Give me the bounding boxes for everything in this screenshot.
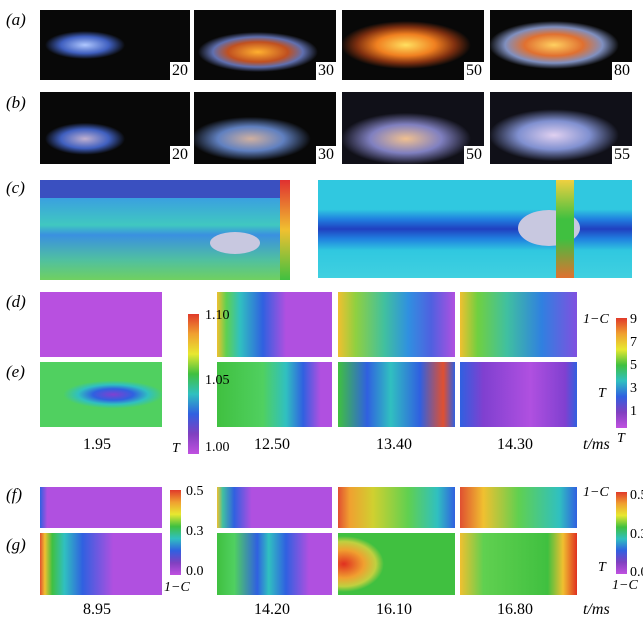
contour-map xyxy=(460,292,577,357)
time-label: 16.10 xyxy=(376,601,412,619)
contour-map xyxy=(338,292,455,357)
contour-map xyxy=(460,362,577,427)
panel-label: (e) xyxy=(6,362,25,382)
time-label: 12.50 xyxy=(254,436,290,454)
panel-label: (a) xyxy=(6,10,26,30)
colorbar-tick: 3 xyxy=(630,381,637,397)
colorbar-tick: 0.3 xyxy=(186,524,204,540)
colorbar-tick: 7 xyxy=(630,335,637,351)
photo: 30 xyxy=(194,10,336,80)
photo: 50 xyxy=(342,10,484,80)
contour-map xyxy=(40,362,162,427)
colorbar-tick: 1 xyxy=(630,404,637,420)
colorbar-tick: 9 xyxy=(630,312,637,328)
photo: 20 xyxy=(40,10,190,80)
contour-map xyxy=(338,487,455,528)
colorbar-tick: 0.0 xyxy=(186,564,204,580)
colorbar xyxy=(616,318,627,428)
time-unit: t/ms xyxy=(583,601,610,619)
photo: 30 xyxy=(194,92,336,164)
colorbar-label: 1−C xyxy=(612,578,638,594)
panel-label: (c) xyxy=(6,178,25,198)
frame-number: 80 xyxy=(612,62,632,80)
contour-map xyxy=(460,487,577,528)
simulation-image xyxy=(318,180,632,278)
frame-number: 30 xyxy=(316,62,336,80)
contour-map xyxy=(217,362,332,427)
frame-number: 30 xyxy=(316,146,336,164)
contour-map xyxy=(217,487,332,528)
panel-label: (d) xyxy=(6,292,26,312)
panel-label: (f) xyxy=(6,485,22,505)
shock-region xyxy=(556,180,574,278)
photo: 50 xyxy=(342,92,484,164)
colorbar-tick: 0.5 xyxy=(630,488,643,504)
time-label: 1.95 xyxy=(83,436,111,454)
contour-map xyxy=(217,533,332,595)
colorbar-title: T xyxy=(172,441,180,457)
time-label: 13.40 xyxy=(376,436,412,454)
panel-label: (b) xyxy=(6,93,26,113)
colorbar-label: T xyxy=(598,560,606,576)
contour-map xyxy=(40,487,162,528)
colorbar-title: 1−C xyxy=(164,580,190,596)
colorbar-tick: 5 xyxy=(630,358,637,374)
contour-map xyxy=(217,292,332,357)
contour-map xyxy=(40,533,162,595)
colorbar xyxy=(616,492,627,574)
photo: 80 xyxy=(490,10,632,80)
frame-number: 55 xyxy=(612,146,632,164)
colorbar-tick: 1.10 xyxy=(205,308,230,324)
colorbar-tick: 1.00 xyxy=(205,440,230,456)
shock-region xyxy=(280,180,290,280)
time-label: 8.95 xyxy=(83,601,111,619)
colorbar-label: T xyxy=(617,431,625,447)
colorbar-label: T xyxy=(598,386,606,402)
panel-label: (g) xyxy=(6,535,26,555)
time-unit: t/ms xyxy=(583,436,610,454)
contour-map xyxy=(460,533,577,595)
figure: (a) (b) (c) (d) (e) (f) (g) 20 30 50 80 … xyxy=(0,0,643,620)
colorbar xyxy=(170,490,181,575)
frame-number: 20 xyxy=(170,62,190,80)
time-label: 16.80 xyxy=(497,601,533,619)
colorbar-tick: 1.05 xyxy=(205,373,230,389)
simulation-image xyxy=(40,180,290,280)
colorbar xyxy=(188,314,199,454)
photo: 20 xyxy=(40,92,190,164)
colorbar-title: 1−C xyxy=(583,485,609,501)
frame-number: 50 xyxy=(464,62,484,80)
photo: 55 xyxy=(490,92,632,164)
frame-number: 50 xyxy=(464,146,484,164)
projectile xyxy=(210,232,260,254)
contour-map xyxy=(338,362,455,427)
colorbar-title: 1−C xyxy=(583,312,609,328)
contour-map xyxy=(338,533,455,595)
time-label: 14.30 xyxy=(497,436,533,454)
frame-number: 20 xyxy=(170,146,190,164)
contour-map xyxy=(40,292,162,357)
time-label: 14.20 xyxy=(254,601,290,619)
colorbar-tick: 0.5 xyxy=(186,484,204,500)
colorbar-tick: 0.3 xyxy=(630,527,643,543)
